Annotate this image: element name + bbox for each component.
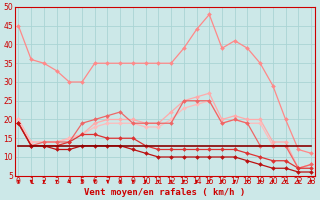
X-axis label: Vent moyen/en rafales ( km/h ): Vent moyen/en rafales ( km/h ): [84, 188, 245, 197]
